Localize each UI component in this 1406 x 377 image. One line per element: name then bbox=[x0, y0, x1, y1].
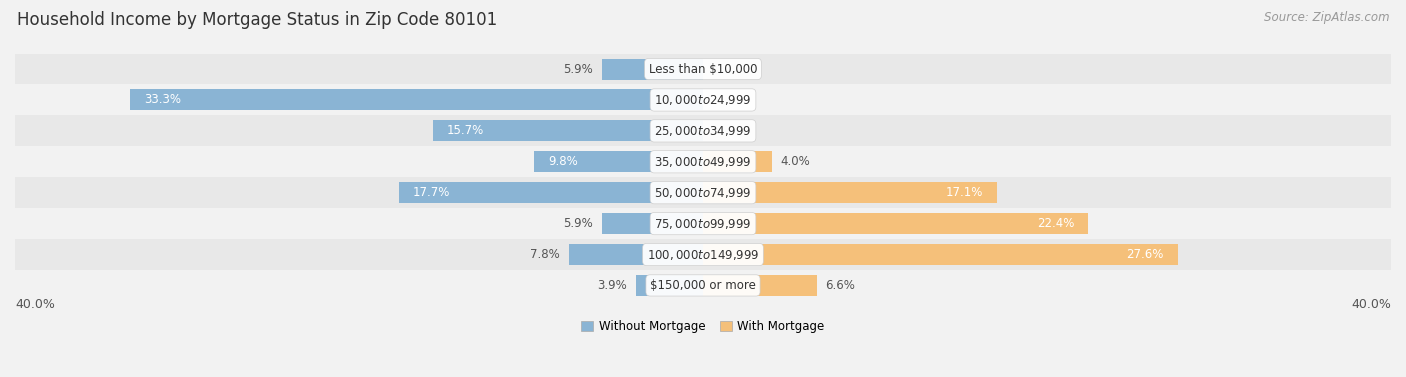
Bar bbox=[602, 213, 703, 234]
Text: 6.6%: 6.6% bbox=[825, 279, 855, 292]
Text: 40.0%: 40.0% bbox=[15, 298, 55, 311]
Text: 33.3%: 33.3% bbox=[143, 93, 181, 106]
Bar bbox=[433, 120, 703, 141]
Text: Source: ZipAtlas.com: Source: ZipAtlas.com bbox=[1264, 11, 1389, 24]
Bar bbox=[636, 275, 703, 296]
Text: 27.6%: 27.6% bbox=[1126, 248, 1164, 261]
Bar bbox=[15, 270, 1391, 301]
Text: 17.1%: 17.1% bbox=[946, 186, 983, 199]
Bar bbox=[15, 146, 1391, 177]
Text: $35,000 to $49,999: $35,000 to $49,999 bbox=[654, 155, 752, 169]
Text: 7.8%: 7.8% bbox=[530, 248, 560, 261]
Bar bbox=[15, 115, 1391, 146]
Bar bbox=[15, 239, 1391, 270]
Text: Household Income by Mortgage Status in Zip Code 80101: Household Income by Mortgage Status in Z… bbox=[17, 11, 498, 29]
Bar bbox=[703, 275, 817, 296]
Bar bbox=[15, 177, 1391, 208]
Text: 40.0%: 40.0% bbox=[1351, 298, 1391, 311]
Text: 17.7%: 17.7% bbox=[412, 186, 450, 199]
Bar bbox=[534, 151, 703, 172]
Bar bbox=[131, 89, 703, 110]
Bar bbox=[15, 208, 1391, 239]
Text: 9.8%: 9.8% bbox=[548, 155, 578, 168]
Text: 5.9%: 5.9% bbox=[564, 217, 593, 230]
Bar bbox=[569, 244, 703, 265]
Text: 15.7%: 15.7% bbox=[447, 124, 484, 137]
Text: Less than $10,000: Less than $10,000 bbox=[648, 63, 758, 75]
Bar bbox=[15, 54, 1391, 84]
Bar bbox=[703, 213, 1088, 234]
Legend: Without Mortgage, With Mortgage: Without Mortgage, With Mortgage bbox=[576, 316, 830, 338]
Bar bbox=[602, 58, 703, 80]
Text: $75,000 to $99,999: $75,000 to $99,999 bbox=[654, 217, 752, 231]
Text: $50,000 to $74,999: $50,000 to $74,999 bbox=[654, 186, 752, 200]
Text: 3.9%: 3.9% bbox=[598, 279, 627, 292]
Bar bbox=[703, 182, 997, 203]
Bar bbox=[15, 84, 1391, 115]
Bar bbox=[703, 151, 772, 172]
Text: 5.9%: 5.9% bbox=[564, 63, 593, 75]
Text: $100,000 to $149,999: $100,000 to $149,999 bbox=[647, 248, 759, 262]
Text: 4.0%: 4.0% bbox=[780, 155, 810, 168]
Text: $10,000 to $24,999: $10,000 to $24,999 bbox=[654, 93, 752, 107]
Bar bbox=[703, 244, 1178, 265]
Text: 22.4%: 22.4% bbox=[1038, 217, 1074, 230]
Text: $25,000 to $34,999: $25,000 to $34,999 bbox=[654, 124, 752, 138]
Text: $150,000 or more: $150,000 or more bbox=[650, 279, 756, 292]
Bar bbox=[398, 182, 703, 203]
